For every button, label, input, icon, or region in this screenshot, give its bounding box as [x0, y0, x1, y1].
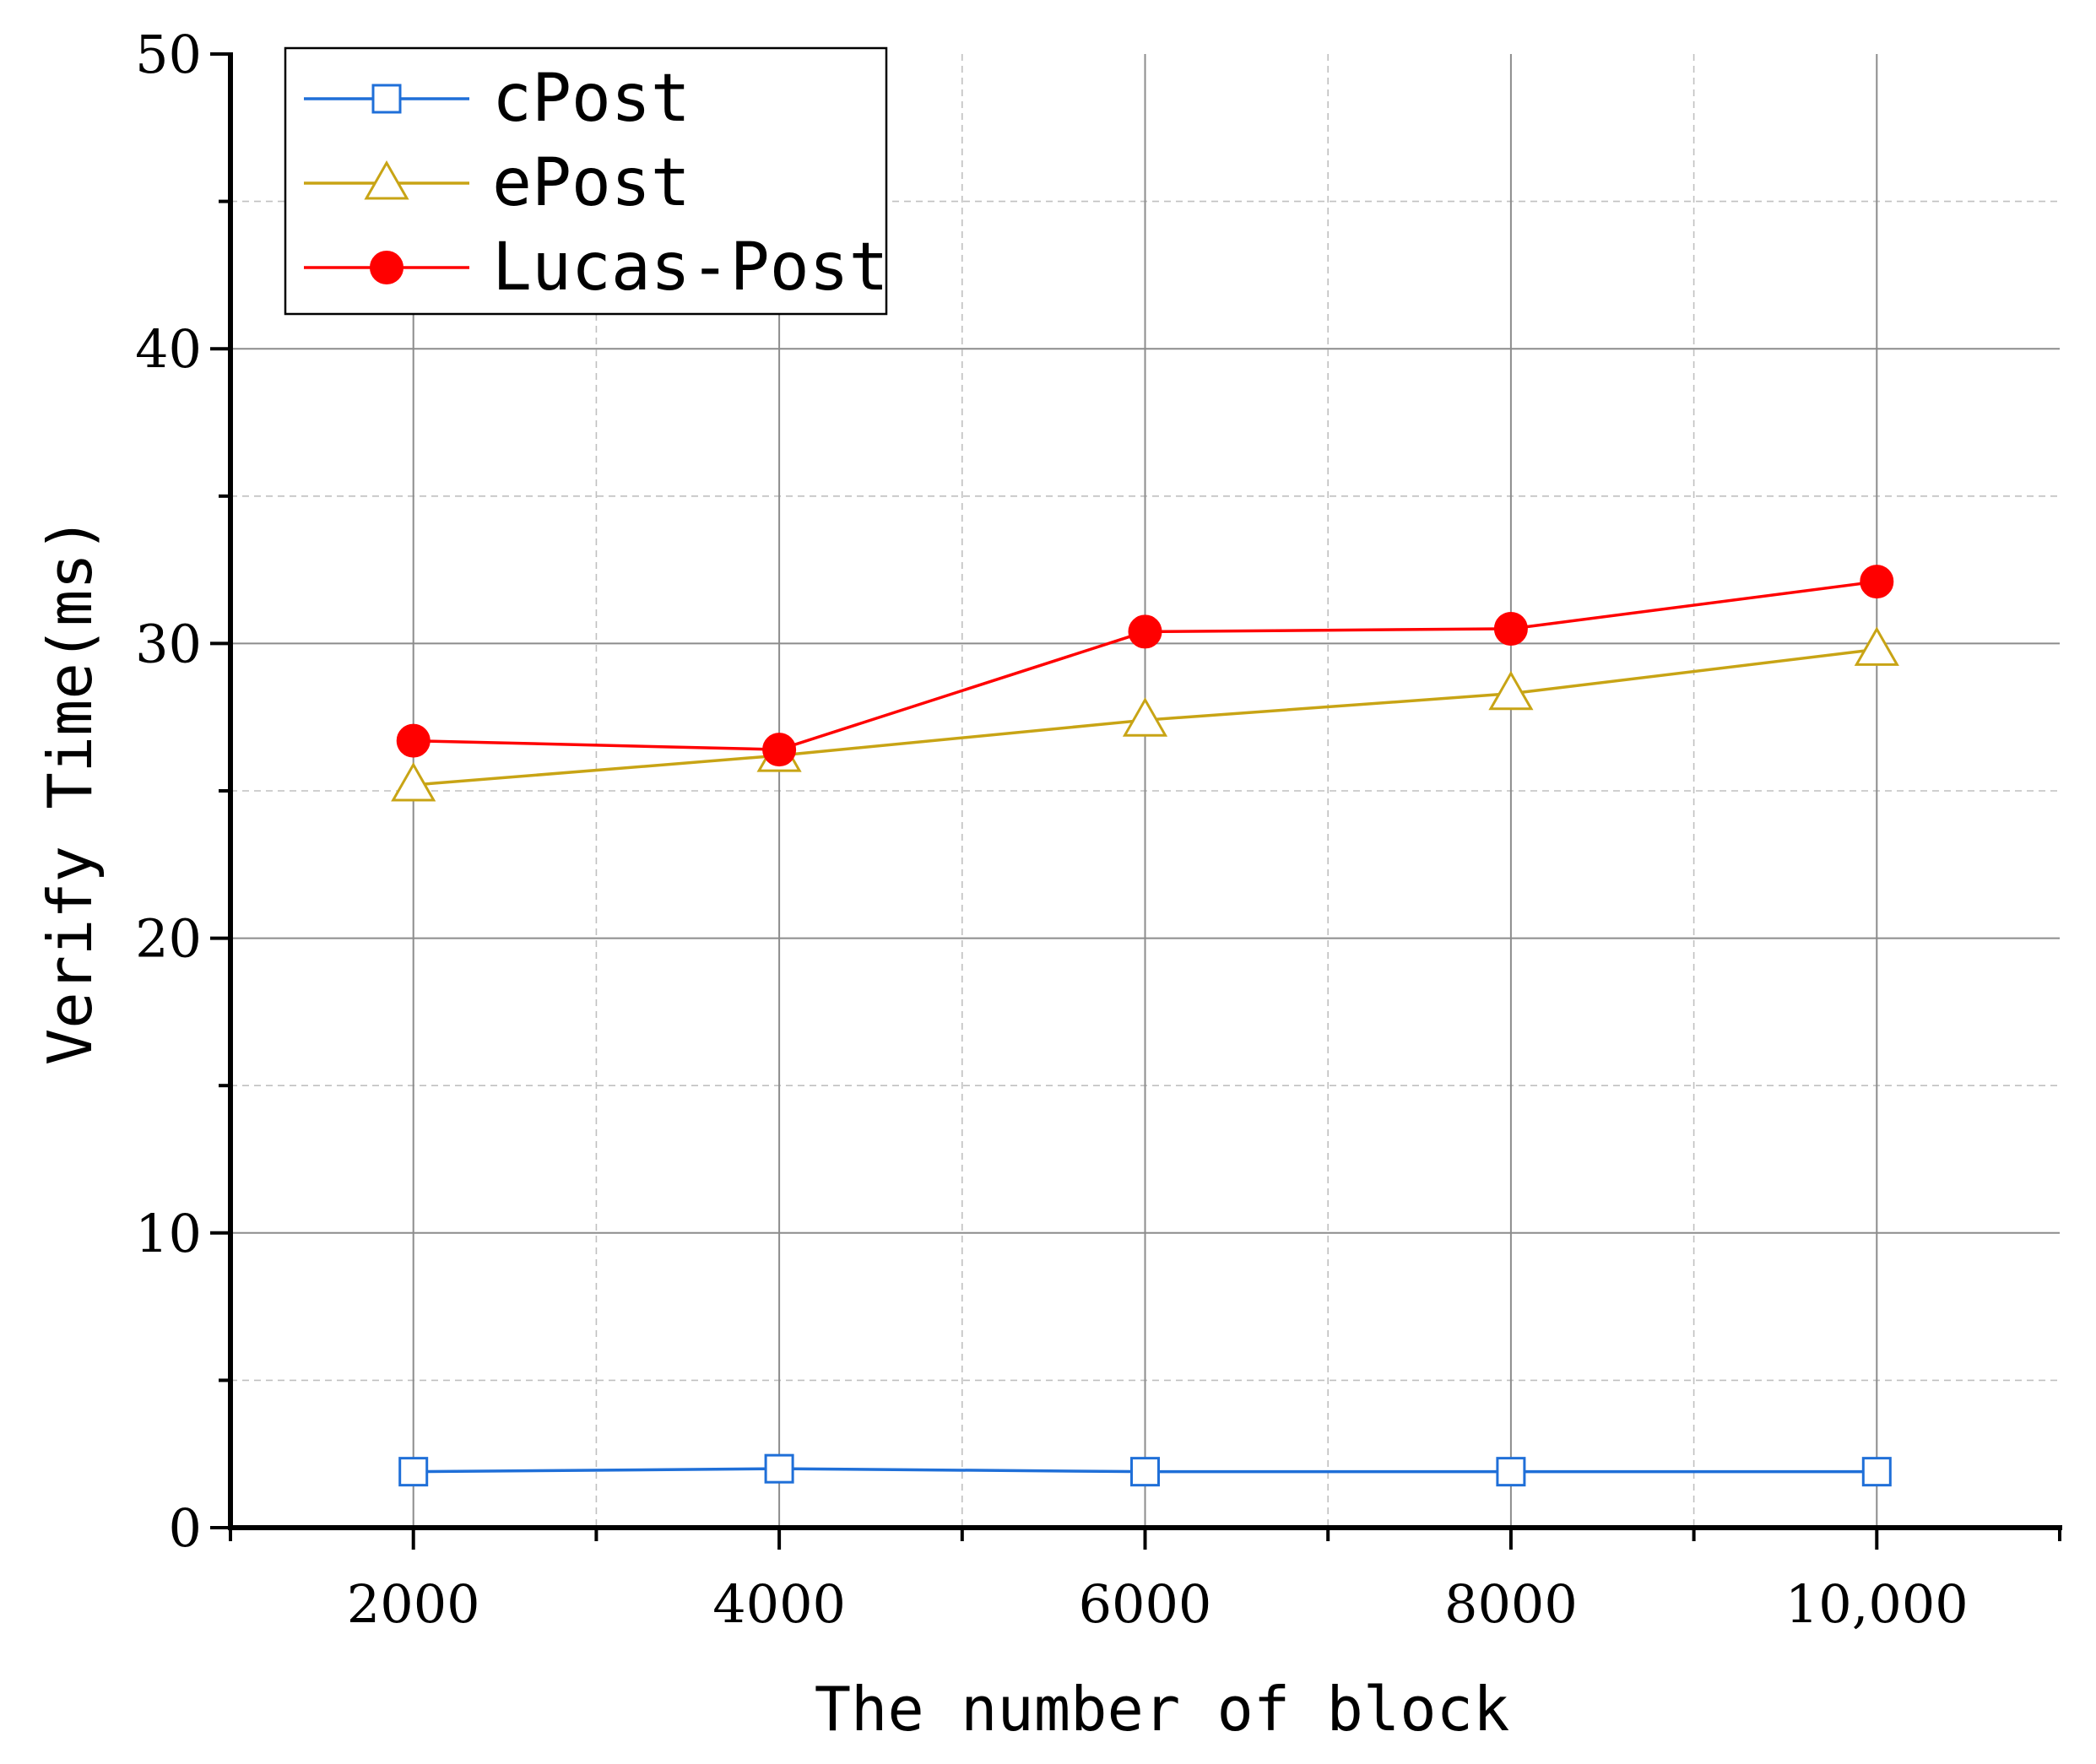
data-point-cpost	[1130, 1457, 1160, 1487]
legend-item-cpost: cPost	[304, 61, 691, 137]
series-lucas-post	[396, 565, 1894, 767]
data-point-lucas-post	[1128, 614, 1162, 649]
x-tick-label: 10,000	[1785, 1573, 1969, 1635]
x-tick-label: 8000	[1444, 1573, 1578, 1635]
data-point-epost	[1854, 626, 1899, 666]
legend-item-lucas-post: Lucas-Post	[304, 230, 889, 306]
data-point-epost	[1488, 670, 1534, 711]
data-point-cpost	[1861, 1457, 1892, 1487]
legend-label: cPost	[492, 61, 691, 137]
y-tick-label: 50	[135, 24, 202, 85]
y-tick-label: 30	[135, 613, 202, 674]
data-point-lucas-post	[396, 723, 431, 758]
data-point-epost	[391, 761, 436, 802]
x-tick-label: 4000	[712, 1573, 846, 1635]
x-axis-title: The number of block	[815, 1674, 1510, 1745]
data-point-cpost	[1496, 1457, 1526, 1487]
legend-label: ePost	[492, 145, 691, 221]
legend-marker	[371, 84, 402, 114]
x-tick-label: 6000	[1079, 1573, 1212, 1635]
y-axis-title: Verify Time(ms)	[35, 517, 106, 1065]
x-tick-label: 2000	[347, 1573, 480, 1635]
data-point-epost	[1122, 697, 1168, 737]
data-point-lucas-post	[1493, 611, 1528, 646]
y-tick-label: 40	[135, 318, 202, 380]
legend-marker	[364, 160, 409, 200]
legend-item-epost: ePost	[304, 145, 691, 221]
legend-label: Lucas-Post	[492, 230, 889, 306]
axes: 0 10 20 30 40 50 2000 4000 6000 8000 10,000	[135, 24, 2062, 1635]
legend-marker	[370, 251, 403, 284]
data-point-lucas-post	[762, 733, 797, 767]
grid	[230, 54, 2060, 1528]
y-tick-label: 0	[169, 1497, 202, 1559]
data-point-cpost	[764, 1453, 794, 1484]
legend: cPost ePost Lucas-Post	[284, 46, 889, 316]
y-tick-label: 10	[135, 1203, 202, 1264]
y-tick-label: 20	[135, 908, 202, 970]
series-cpost	[398, 1453, 1892, 1487]
series-group	[391, 565, 1899, 1487]
data-point-lucas-post	[1860, 565, 1894, 599]
data-point-cpost	[398, 1457, 429, 1487]
